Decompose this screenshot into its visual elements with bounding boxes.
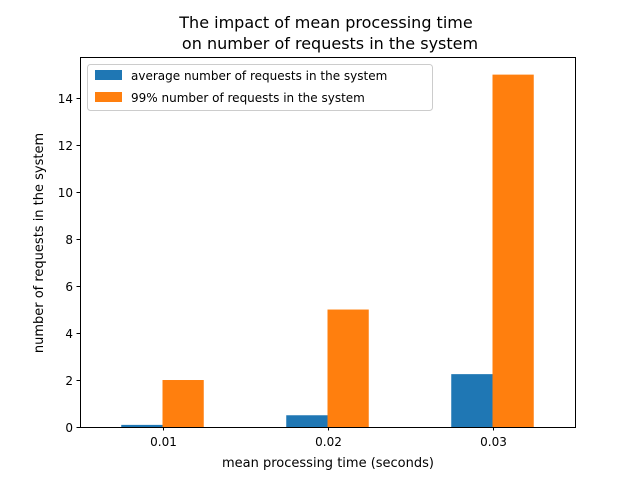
x-tick-label: 0.02	[315, 435, 342, 449]
y-tick-label: 14	[58, 92, 73, 106]
y-tick-label: 0	[65, 421, 73, 435]
bar-series2-0.02	[327, 309, 369, 427]
legend-label-average: average number of requests in the system	[131, 69, 387, 83]
y-axis-ticks: 0 2 4 6 8 10 12 14	[58, 92, 80, 435]
legend-box	[87, 64, 433, 111]
plot-frame	[80, 57, 576, 428]
y-tick-label: 4	[65, 327, 73, 341]
legend-swatch-99	[95, 92, 122, 102]
x-tick-label: 0.01	[150, 435, 177, 449]
bar-series2-0.03	[492, 74, 534, 427]
y-tick-label: 2	[65, 374, 73, 388]
y-tick-label: 12	[58, 139, 73, 153]
x-axis-ticks: 0.01 0.02 0.03	[150, 427, 507, 449]
bar-series1-0.02	[286, 415, 328, 427]
y-tick-label: 10	[58, 186, 73, 200]
legend: average number of requests in the system…	[87, 64, 433, 111]
y-axis-label: number of requests in the system	[32, 133, 47, 353]
chart-title-line-1: The impact of mean processing time	[178, 13, 472, 32]
x-axis-label: mean processing time (seconds)	[222, 456, 434, 471]
legend-label-99: 99% number of requests in the system	[131, 91, 365, 105]
legend-swatch-average	[95, 70, 122, 80]
bar-series2-0.01	[162, 380, 204, 427]
x-tick-label: 0.03	[480, 435, 507, 449]
bar-series1-0.01	[121, 424, 163, 427]
bar-series1-0.03	[451, 374, 493, 427]
bars-group	[121, 74, 534, 427]
y-tick-label: 8	[65, 233, 73, 247]
y-tick-label: 6	[65, 280, 73, 294]
chart-title-line-2: on number of requests in the system	[182, 34, 478, 53]
